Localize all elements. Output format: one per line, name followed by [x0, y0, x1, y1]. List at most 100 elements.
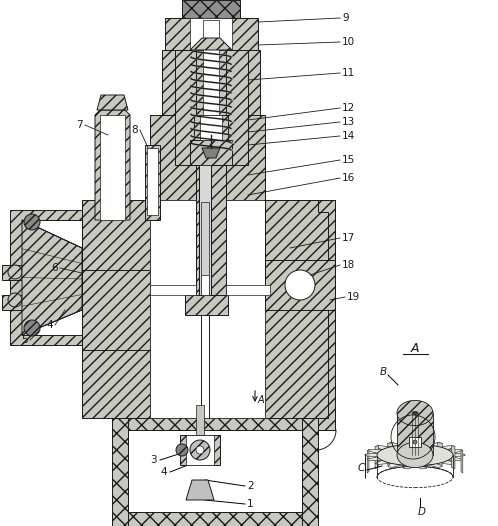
Polygon shape [182, 0, 240, 18]
Polygon shape [367, 450, 369, 473]
Circle shape [413, 440, 417, 444]
Polygon shape [439, 460, 455, 464]
Polygon shape [194, 115, 228, 140]
Polygon shape [461, 450, 463, 473]
Polygon shape [82, 270, 150, 350]
Bar [200, 115, 222, 140]
Circle shape [24, 320, 40, 336]
Text: A: A [258, 395, 264, 405]
Text: D: D [418, 507, 426, 517]
Text: 19: 19 [347, 292, 360, 302]
Polygon shape [22, 220, 82, 335]
Text: A: A [411, 341, 419, 355]
Polygon shape [367, 450, 382, 453]
Circle shape [8, 265, 22, 279]
Bar [196, 405, 204, 435]
Polygon shape [397, 413, 433, 455]
Polygon shape [172, 18, 250, 50]
Text: 14: 14 [342, 131, 355, 141]
Text: 18: 18 [342, 260, 355, 270]
Polygon shape [318, 200, 335, 430]
Polygon shape [2, 265, 22, 280]
Polygon shape [404, 441, 409, 463]
Polygon shape [162, 50, 260, 115]
Polygon shape [10, 210, 82, 345]
Text: 17: 17 [342, 233, 355, 243]
Circle shape [176, 444, 188, 456]
Text: 15: 15 [342, 155, 355, 165]
Polygon shape [180, 435, 220, 465]
Polygon shape [375, 446, 378, 469]
Polygon shape [226, 285, 270, 295]
Polygon shape [402, 441, 415, 445]
Text: 16: 16 [342, 173, 355, 183]
Polygon shape [22, 220, 82, 335]
Polygon shape [438, 442, 442, 466]
Bar [203, 20, 219, 165]
Polygon shape [175, 50, 196, 165]
Bar [150, 200, 265, 418]
Text: 11: 11 [342, 68, 355, 78]
Text: 3: 3 [150, 455, 157, 465]
Polygon shape [388, 442, 392, 466]
Polygon shape [2, 295, 22, 310]
Polygon shape [452, 446, 455, 469]
Polygon shape [145, 145, 160, 220]
Circle shape [196, 446, 204, 454]
Polygon shape [265, 200, 335, 260]
Circle shape [285, 270, 315, 300]
Ellipse shape [397, 442, 433, 468]
Bar [100, 115, 125, 220]
Polygon shape [226, 50, 248, 165]
Polygon shape [112, 418, 318, 430]
Polygon shape [375, 446, 390, 450]
Polygon shape [428, 463, 442, 468]
Polygon shape [367, 457, 382, 460]
Text: 10: 10 [342, 37, 355, 47]
Polygon shape [428, 442, 442, 447]
Ellipse shape [412, 411, 418, 414]
Text: 9: 9 [342, 13, 349, 23]
Polygon shape [150, 115, 265, 200]
Polygon shape [165, 18, 258, 50]
Polygon shape [265, 260, 335, 310]
Polygon shape [388, 442, 402, 447]
Polygon shape [388, 463, 402, 468]
Text: 1: 1 [247, 499, 253, 509]
Polygon shape [375, 460, 390, 464]
Polygon shape [365, 453, 377, 457]
Polygon shape [202, 148, 220, 158]
Polygon shape [421, 441, 426, 463]
Polygon shape [402, 465, 415, 469]
Polygon shape [82, 200, 150, 418]
Ellipse shape [397, 400, 433, 426]
Circle shape [8, 293, 22, 307]
Text: C: C [358, 463, 365, 473]
Polygon shape [415, 441, 428, 445]
Bar [409, 437, 421, 447]
Bar [199, 165, 211, 310]
Bar [201, 202, 209, 310]
Text: 4: 4 [46, 320, 53, 330]
Polygon shape [265, 200, 335, 418]
Polygon shape [190, 38, 232, 50]
Polygon shape [302, 418, 318, 526]
Polygon shape [439, 446, 455, 450]
Text: 5: 5 [21, 335, 28, 345]
Polygon shape [112, 418, 128, 526]
Text: 6: 6 [51, 263, 58, 273]
Circle shape [24, 214, 40, 230]
Polygon shape [112, 512, 318, 526]
Polygon shape [95, 110, 130, 220]
Text: 12: 12 [342, 103, 355, 113]
Bar [186, 435, 214, 465]
Circle shape [190, 440, 210, 460]
Polygon shape [448, 450, 463, 453]
Text: 7: 7 [76, 120, 83, 130]
Text: 4: 4 [160, 467, 167, 477]
Polygon shape [150, 285, 196, 295]
Polygon shape [190, 18, 232, 50]
Ellipse shape [377, 444, 453, 466]
Polygon shape [452, 453, 465, 457]
Text: 8: 8 [131, 125, 138, 135]
